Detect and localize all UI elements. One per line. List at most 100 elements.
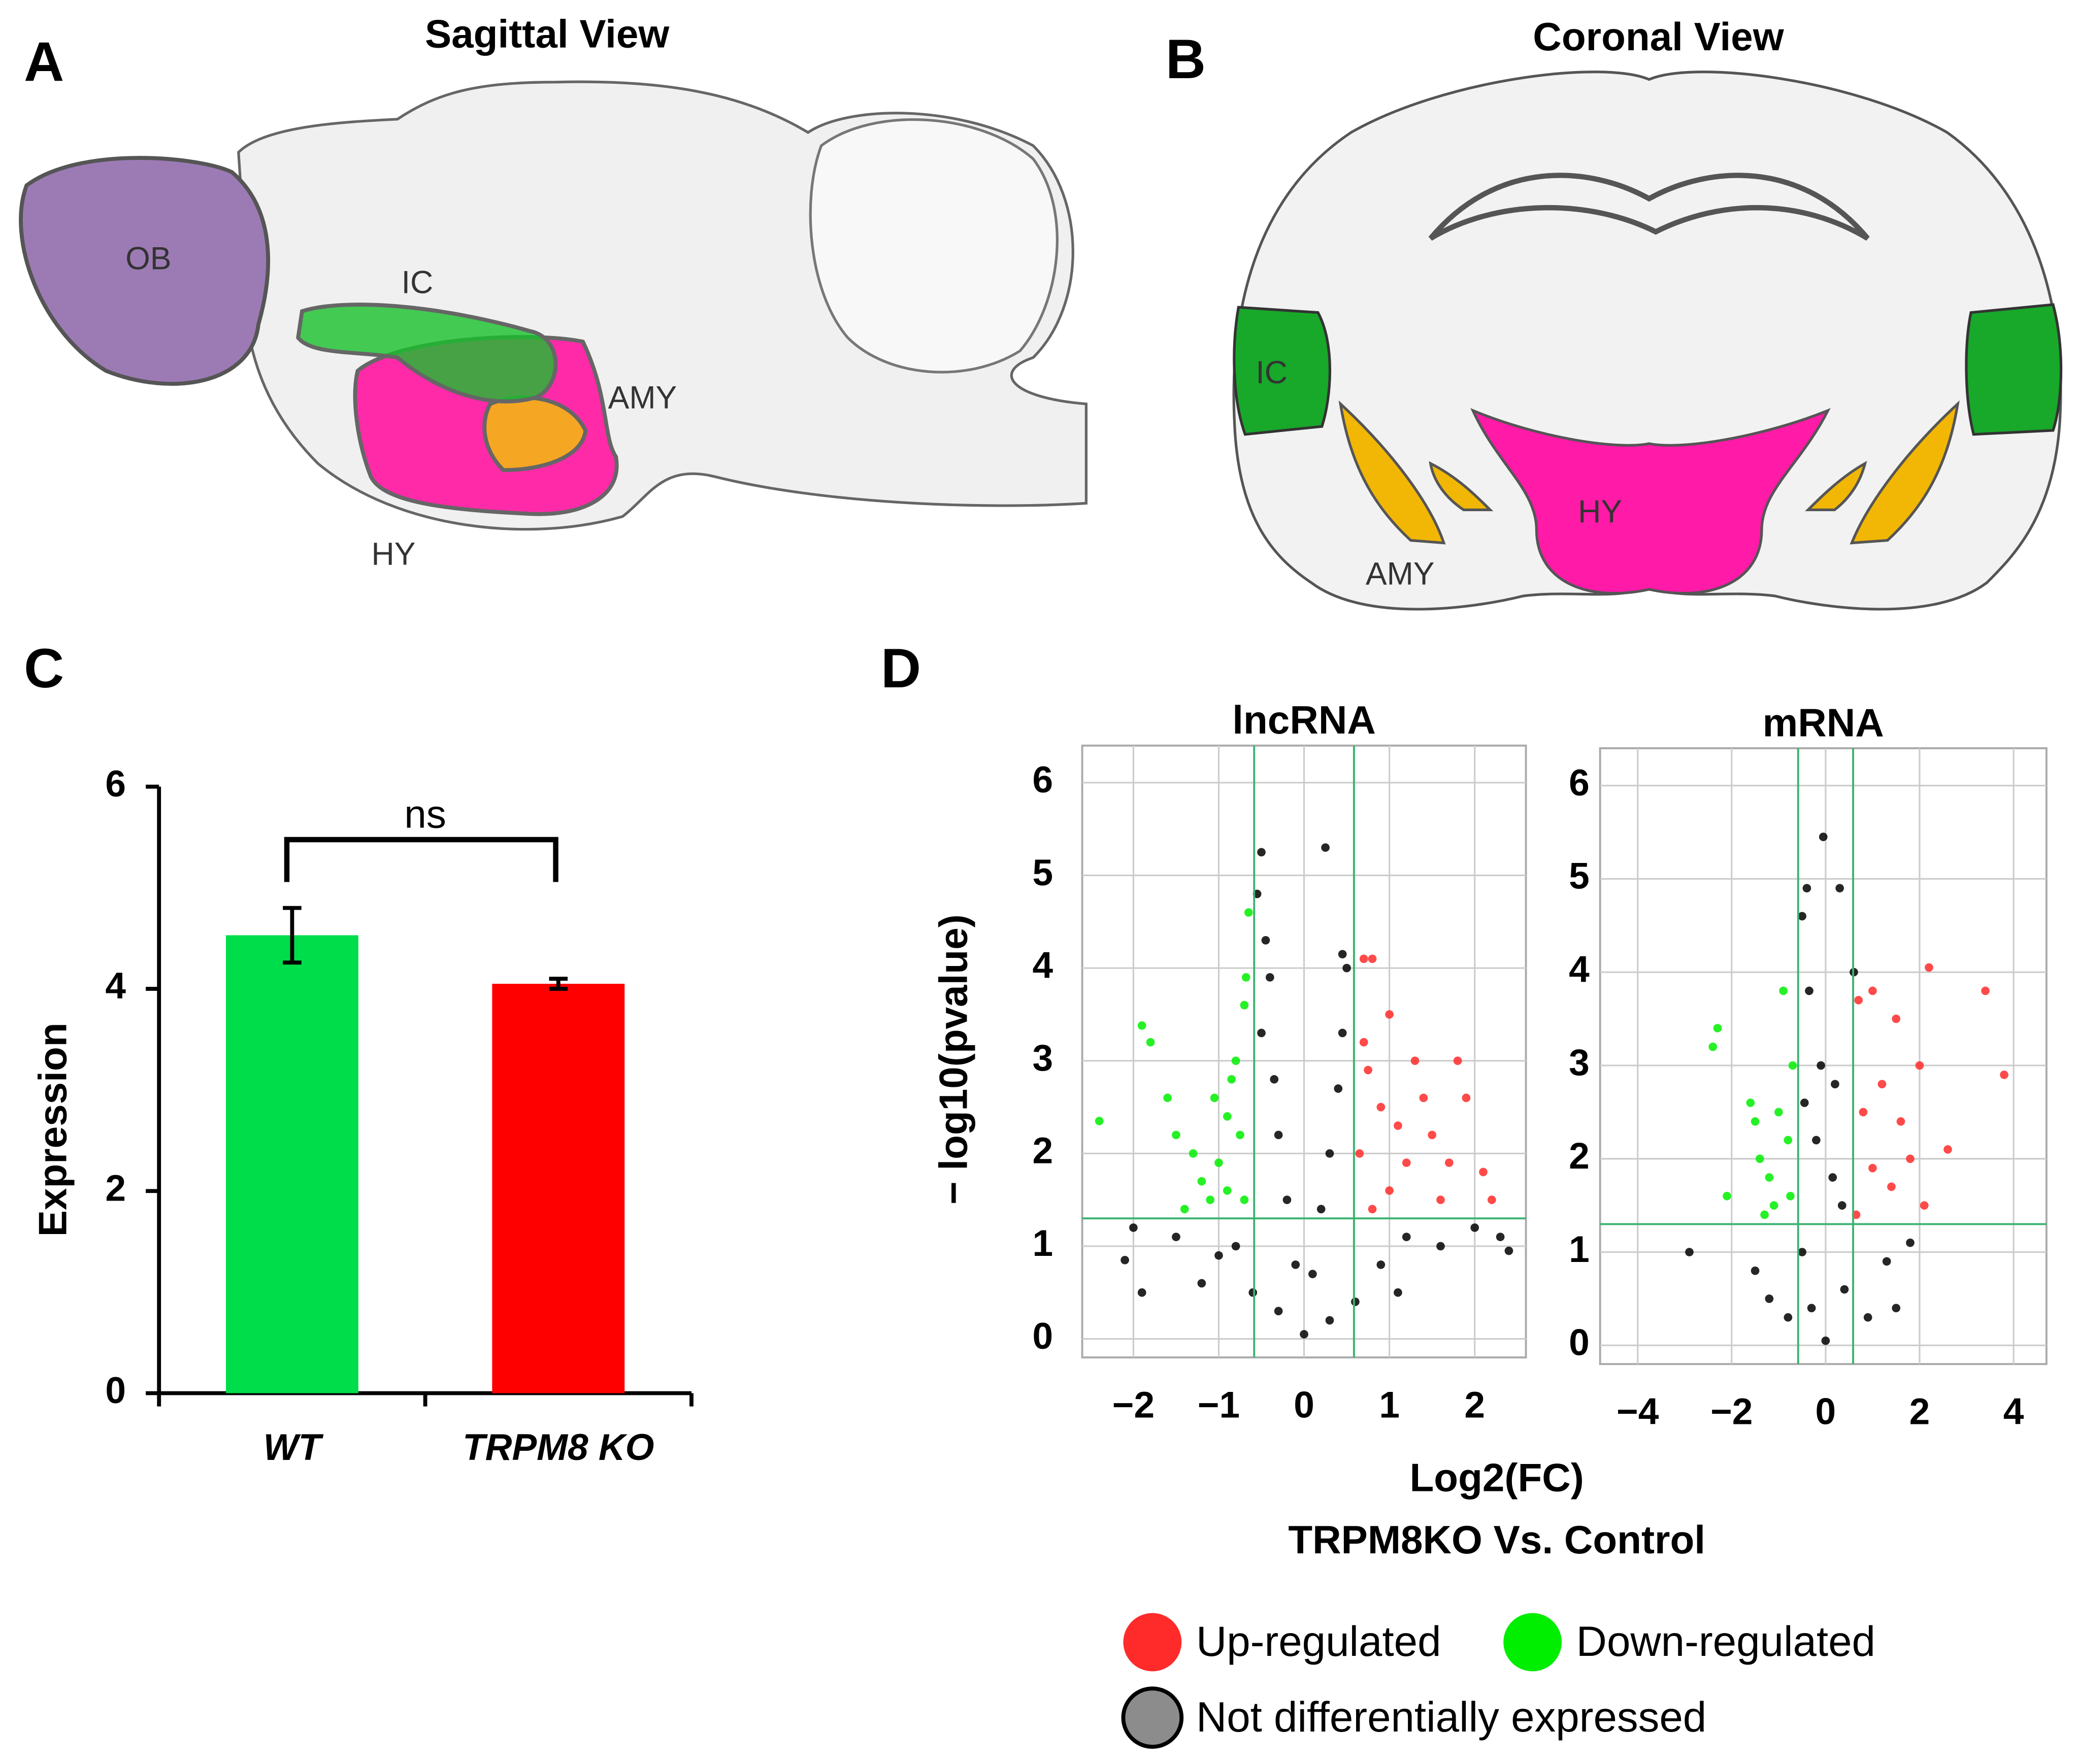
point [1223,1112,1232,1121]
point [1859,1108,1868,1117]
point [1210,1093,1219,1103]
point [1896,1117,1905,1126]
point [1359,954,1368,963]
point [1746,1099,1755,1107]
y-tick-label: 4 [1569,949,1590,990]
point [1325,1316,1334,1325]
legend-swatch [1503,1613,1562,1672]
point [1805,986,1814,995]
point [1906,1154,1915,1163]
point [1261,936,1270,945]
point [1146,1038,1155,1047]
point [1129,1223,1138,1232]
point [1223,1186,1232,1195]
point [1800,1099,1809,1107]
point [1342,963,1351,973]
point [1887,1182,1896,1191]
point [1943,1145,1952,1154]
point [1172,1233,1180,1242]
x-tick-label: 2 [1909,1391,1930,1433]
point [1338,950,1347,959]
legend-swatch [1123,1613,1182,1672]
amy [482,395,588,473]
plot-frame [1599,747,2048,1366]
point [1868,986,1877,995]
panel-title: Sagittal View [425,12,670,56]
point [1137,1021,1146,1030]
y-tick-label: 1 [1033,1223,1053,1264]
point [1436,1242,1445,1251]
point [1163,1093,1172,1103]
y-tick-label: 5 [1033,852,1053,893]
point [1316,1205,1326,1214]
point [1308,1270,1317,1279]
point [1788,1061,1797,1070]
point [1214,1251,1223,1260]
error-bar [283,906,302,965]
point [1241,973,1250,982]
y-tick-label: 2 [1033,1130,1053,1172]
point [1274,1307,1283,1316]
point [2000,1070,2008,1079]
y-tick-label: 2 [1569,1136,1590,1177]
point [1394,1121,1402,1130]
point [1807,1304,1816,1313]
point [1206,1195,1215,1204]
point [1863,1313,1872,1322]
region-label: AMY [1366,556,1435,591]
point [1368,954,1377,963]
region-label: IC [1256,355,1288,390]
point [1751,1266,1760,1275]
point [1812,1136,1821,1145]
point [1915,1061,1924,1070]
region-label: HY [1578,494,1622,529]
point [1685,1248,1694,1256]
point [1496,1233,1505,1242]
point [1257,1028,1266,1038]
point [1300,1330,1308,1339]
point [1906,1238,1915,1247]
y-axis-label: Expression [30,1022,75,1237]
panel-letter: D [881,638,921,700]
point [1840,1285,1849,1294]
point [1197,1279,1206,1288]
point [1402,1233,1411,1242]
region-label: AMY [608,380,677,415]
point [1338,1028,1347,1038]
region-label: IC [402,264,434,300]
point [1784,1313,1793,1322]
x-tick-label: −1 [1198,1385,1240,1426]
point [1755,1154,1764,1163]
ob [19,156,270,386]
point [1784,1136,1793,1145]
panel-title: Coronal View [1533,14,1784,59]
point [1214,1158,1223,1167]
point [1394,1288,1402,1297]
x-tick-label: WT [263,1427,324,1468]
point [1877,1080,1887,1089]
point [1769,1201,1778,1210]
point [1265,973,1274,982]
x-tick-label: 4 [2003,1391,2024,1433]
y-tick-label: 6 [1033,759,1053,801]
point [1819,833,1828,841]
plot-title: lncRNA [1232,697,1376,742]
point [1385,1186,1394,1195]
point [1837,1201,1847,1210]
point [1137,1288,1146,1297]
panel-a: A Sagittal View OB IC AMY HY [19,12,1088,572]
y-tick-label: 4 [1033,945,1053,986]
region-label: HY [371,536,415,572]
point [1713,1024,1722,1033]
point [1180,1205,1189,1214]
point [1428,1130,1437,1140]
point [1798,1248,1806,1256]
point [1321,843,1330,852]
panel-letter: C [24,638,64,700]
panel-letter: B [1166,28,1206,90]
point [1351,1297,1360,1306]
point [1248,1288,1258,1297]
point [1359,1038,1368,1047]
significance-bracket [284,837,558,882]
panel-letter: A [24,31,64,93]
